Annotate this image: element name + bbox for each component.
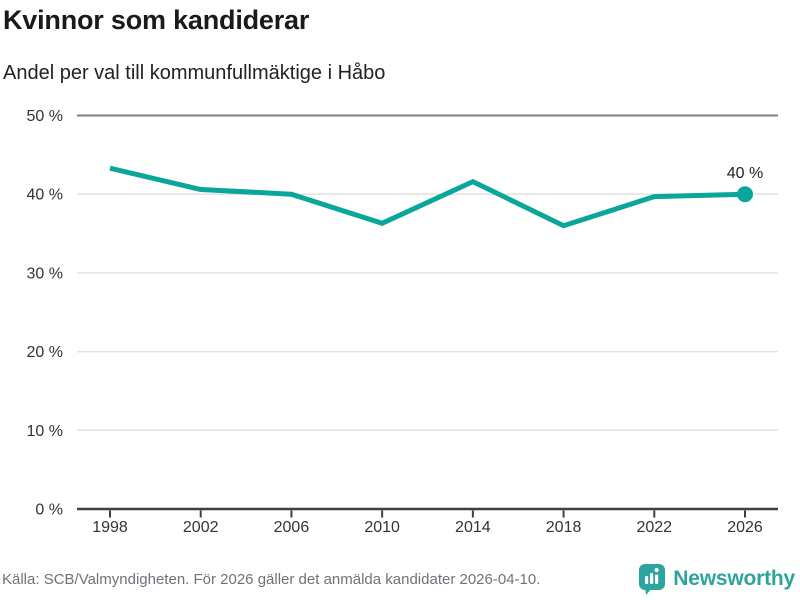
x-tick-label: 2010 <box>364 519 400 536</box>
bar-chart-bubble-icon <box>639 564 666 595</box>
y-tick-label: 0 % <box>35 502 63 519</box>
x-tick-label: 1998 <box>92 519 128 536</box>
x-tick-label: 2014 <box>455 519 491 536</box>
x-tick-label: 2018 <box>546 519 582 536</box>
footer: Källa: SCB/Valmyndigheten. För 2026 gäll… <box>0 560 800 598</box>
x-tick-label: 2026 <box>727 519 763 536</box>
chart-title: Kvinnor som kandiderar <box>3 5 310 35</box>
x-tick-label: 2006 <box>274 519 310 536</box>
y-tick-label: 10 % <box>27 423 63 440</box>
data-line <box>109 165 746 229</box>
x-tick-label: 2022 <box>636 519 672 536</box>
newsworthy-brand[interactable]: Newsworthy <box>638 563 795 595</box>
y-tick-label: 30 % <box>27 265 63 282</box>
chart-subtitle: Andel per val till kommunfullmäktige i H… <box>3 62 386 84</box>
y-tick-label: 50 % <box>27 108 63 125</box>
source-note: Källa: SCB/Valmyndigheten. För 2026 gäll… <box>2 570 541 588</box>
y-tick-label: 40 % <box>27 187 63 204</box>
last-point-label: 40 % <box>727 165 763 182</box>
last-point-marker <box>737 186 753 203</box>
newsworthy-wordmark: Newsworthy <box>673 567 795 590</box>
x-tick-label: 2002 <box>183 519 219 536</box>
y-tick-label: 20 % <box>27 344 63 361</box>
